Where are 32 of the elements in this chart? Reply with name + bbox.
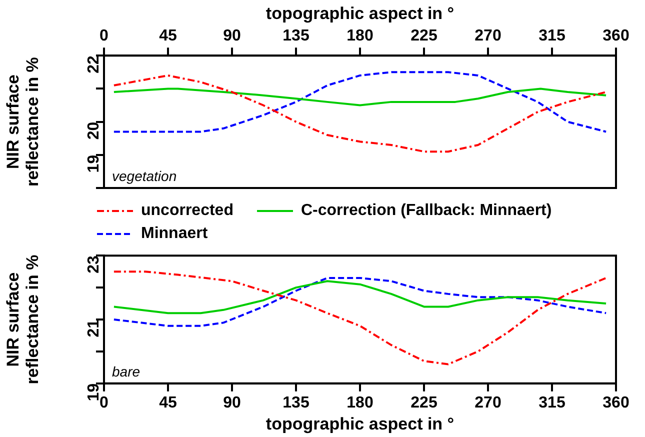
y-axis-title: NIR surface reflectance in % [3, 254, 42, 384]
x-tick-label: 0 [100, 394, 109, 412]
x-tick-label: 45 [159, 394, 177, 412]
annotation: bare [112, 363, 140, 380]
x-tick-label: 0 [100, 27, 109, 44]
x-tick-label: 225 [410, 394, 438, 412]
x-tick-label: 135 [282, 394, 310, 412]
x-tick-label: 270 [474, 394, 502, 412]
y-tick-label: 20 [85, 122, 102, 140]
x-tick-label: 90 [223, 27, 241, 44]
x-axis-title: topographic aspect in ° [266, 414, 454, 434]
x-tick-label: 45 [159, 27, 177, 44]
x-tick-label: 135 [282, 27, 310, 44]
y-axis-title: NIR surface reflectance in % [3, 57, 42, 187]
y-tick-label: 21 [85, 319, 102, 338]
x-tick-label: 360 [602, 394, 630, 412]
x-tick-label: 315 [538, 27, 566, 44]
y-tick-label: 23 [85, 256, 102, 274]
x-tick-label: 270 [474, 27, 502, 44]
y-tick-label: 19 [85, 154, 102, 173]
x-tick-label: 180 [346, 394, 374, 412]
x-axis-title: topographic aspect in ° [266, 4, 454, 23]
legend-label: C-correction (Fallback: Minnaert) [301, 202, 552, 220]
x-tick-label: 315 [538, 394, 566, 412]
x-tick-label: 225 [410, 27, 438, 44]
annotation: vegetation [112, 168, 177, 184]
y-tick-label: 22 [85, 56, 102, 74]
legend-label: Minnaert [141, 224, 208, 242]
x-tick-label: 360 [602, 27, 630, 44]
x-tick-label: 180 [346, 27, 374, 44]
x-tick-label: 90 [223, 394, 241, 412]
legend-label: uncorrected [141, 202, 234, 220]
